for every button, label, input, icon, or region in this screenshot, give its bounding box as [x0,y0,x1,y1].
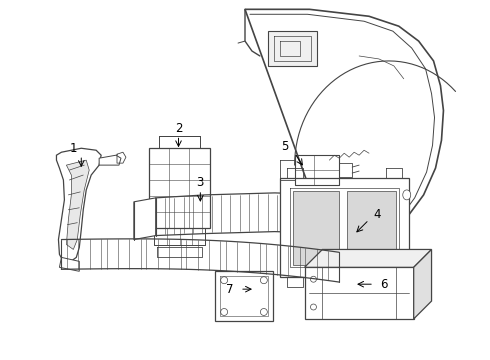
Ellipse shape [403,190,411,200]
Polygon shape [66,160,89,249]
Polygon shape [305,249,432,267]
Text: 2: 2 [175,122,182,135]
Polygon shape [134,198,156,239]
Polygon shape [99,155,121,165]
Polygon shape [245,9,443,243]
Polygon shape [361,198,381,238]
Polygon shape [305,267,414,319]
Polygon shape [149,148,210,228]
Text: 3: 3 [196,176,204,189]
Text: 1: 1 [70,142,77,155]
Polygon shape [268,31,318,66]
Text: 6: 6 [380,278,388,291]
Text: 5: 5 [281,140,289,153]
Text: 4: 4 [373,208,381,221]
Polygon shape [215,271,273,321]
Polygon shape [293,191,339,265]
Text: 7: 7 [226,283,234,296]
Polygon shape [56,148,101,262]
Polygon shape [59,257,79,271]
Polygon shape [347,191,396,265]
Polygon shape [280,178,409,277]
Polygon shape [414,249,432,319]
